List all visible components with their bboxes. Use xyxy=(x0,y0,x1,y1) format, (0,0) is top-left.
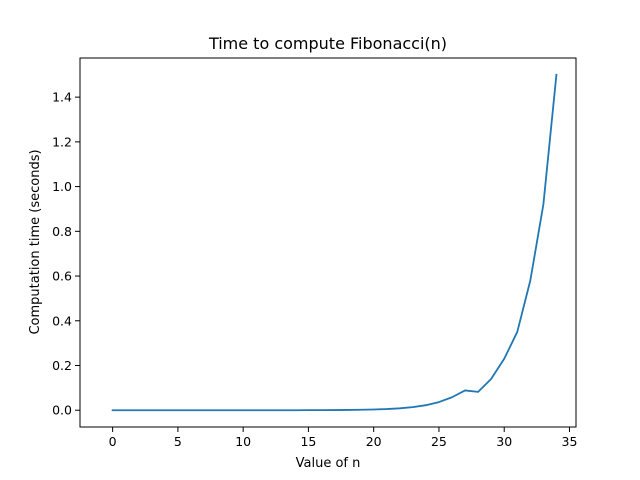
x-tick-label: 30 xyxy=(496,434,512,449)
plot-area: 0 5 10 15 20 25 30 35 0.0 0.2 0.4 0.6 0.8 1.0 1.2 1.4 xyxy=(52,57,578,449)
x-tick-label: 5 xyxy=(174,434,182,449)
x-tick-label: 0 xyxy=(109,434,117,449)
y-tick-label: 1.2 xyxy=(52,134,72,149)
y-tick-label: 0.4 xyxy=(52,313,72,328)
y-tick-label: 0.2 xyxy=(52,358,72,373)
x-tick-label: 15 xyxy=(300,434,316,449)
y-tick-label: 0.8 xyxy=(52,224,72,239)
x-tick-label: 20 xyxy=(366,434,382,449)
x-axis-ticks: 0 5 10 15 20 25 30 35 xyxy=(109,427,578,449)
y-tick-label: 1.4 xyxy=(52,90,72,105)
x-tick-label: 35 xyxy=(562,434,578,449)
axes-frame xyxy=(79,57,577,428)
x-axis-label: Value of n xyxy=(296,456,361,471)
y-tick-label: 0.0 xyxy=(52,403,72,418)
y-tick-label: 1.0 xyxy=(52,179,72,194)
x-tick-label: 25 xyxy=(431,434,447,449)
series-layer xyxy=(111,73,558,412)
y-axis-ticks: 0.0 0.2 0.4 0.6 0.8 1.0 1.2 1.4 xyxy=(52,90,80,418)
y-axis-label: Computation time (seconds) xyxy=(28,149,43,334)
x-tick-label: 10 xyxy=(235,434,251,449)
y-tick-label: 0.6 xyxy=(52,269,72,284)
chart-title: Time to compute Fibonacci(n) xyxy=(208,34,447,53)
